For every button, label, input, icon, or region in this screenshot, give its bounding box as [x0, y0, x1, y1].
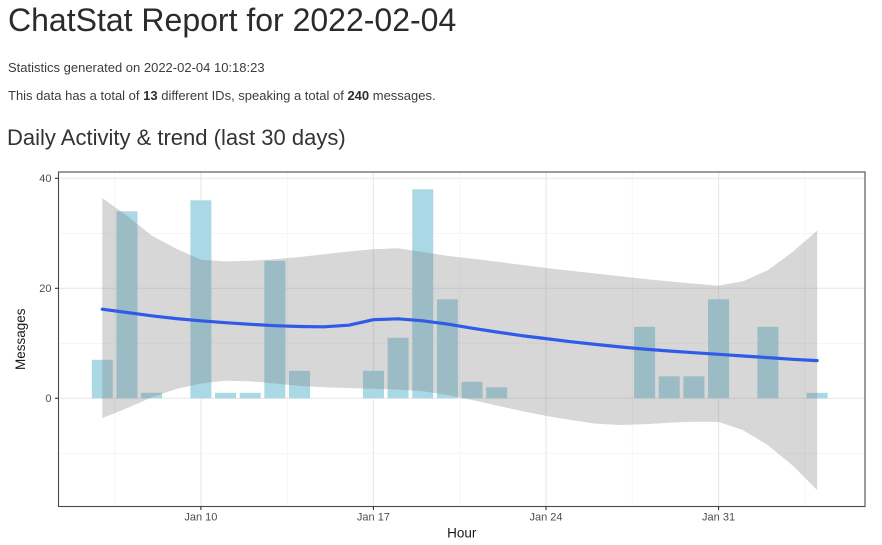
summary-line: This data has a total of 13 different ID…: [8, 88, 436, 104]
generated-timestamp: Statistics generated on 2022-02-04 10:18…: [8, 60, 265, 75]
page-title: ChatStat Report for 2022-02-04: [8, 2, 457, 38]
bar-jan-12: [239, 392, 261, 399]
panel-border: [57, 171, 866, 508]
bar-jan-22: [486, 387, 508, 399]
bar-jan-6: [91, 359, 113, 399]
section-heading: Daily Activity & trend (last 30 days): [7, 125, 346, 150]
x-axis-title: Hour: [447, 526, 477, 541]
bar-jan-19: [412, 189, 434, 399]
summary-prefix: This data has a total of: [8, 88, 144, 103]
bar-jan-17: [362, 370, 384, 399]
bar-jan-29: [658, 376, 680, 399]
bar-feb-4: [806, 392, 828, 399]
bar-jan-30: [683, 376, 705, 399]
bar-jan-28: [634, 326, 656, 399]
confidence-ribbon: [102, 198, 818, 491]
y-tick-label: 20: [39, 283, 51, 295]
summary-middle: different IDs, speaking a total of: [157, 88, 348, 103]
bar-jan-14: [289, 370, 310, 399]
summary-id-count: 13: [143, 88, 158, 103]
summary-message-count: 240: [347, 88, 370, 103]
y-tick-label: 40: [39, 173, 51, 185]
y-axis-title: Messages: [13, 308, 28, 370]
bar-jan-21: [461, 381, 483, 399]
x-tick-label: Jan 31: [702, 512, 735, 524]
bar-feb-2: [757, 326, 779, 399]
x-tick-label: Jan 17: [357, 512, 390, 524]
bar-jan-11: [215, 392, 237, 399]
bar-jan-8: [141, 392, 163, 399]
y-tick-label: 0: [45, 393, 51, 405]
daily-activity-chart: 0 20 40 Jan 10 Jan 17 Jan 24 Jan 31 Messages Hou…: [0, 163, 882, 545]
trend-line: [100, 307, 819, 363]
bar-jan-13: [264, 260, 286, 399]
bar-jan-7: [116, 211, 138, 399]
bar-jan-10: [190, 200, 212, 399]
x-tick-label: Jan 24: [529, 512, 562, 524]
bar-jan-18: [387, 337, 409, 399]
x-tick-label: Jan 10: [184, 512, 217, 524]
bar-jan-31: [708, 299, 730, 399]
summary-suffix: messages.: [369, 88, 436, 103]
activity-chart-svg: 0 20 40 Jan 10 Jan 17 Jan 24 Jan 31 Messages Hou…: [13, 171, 866, 541]
